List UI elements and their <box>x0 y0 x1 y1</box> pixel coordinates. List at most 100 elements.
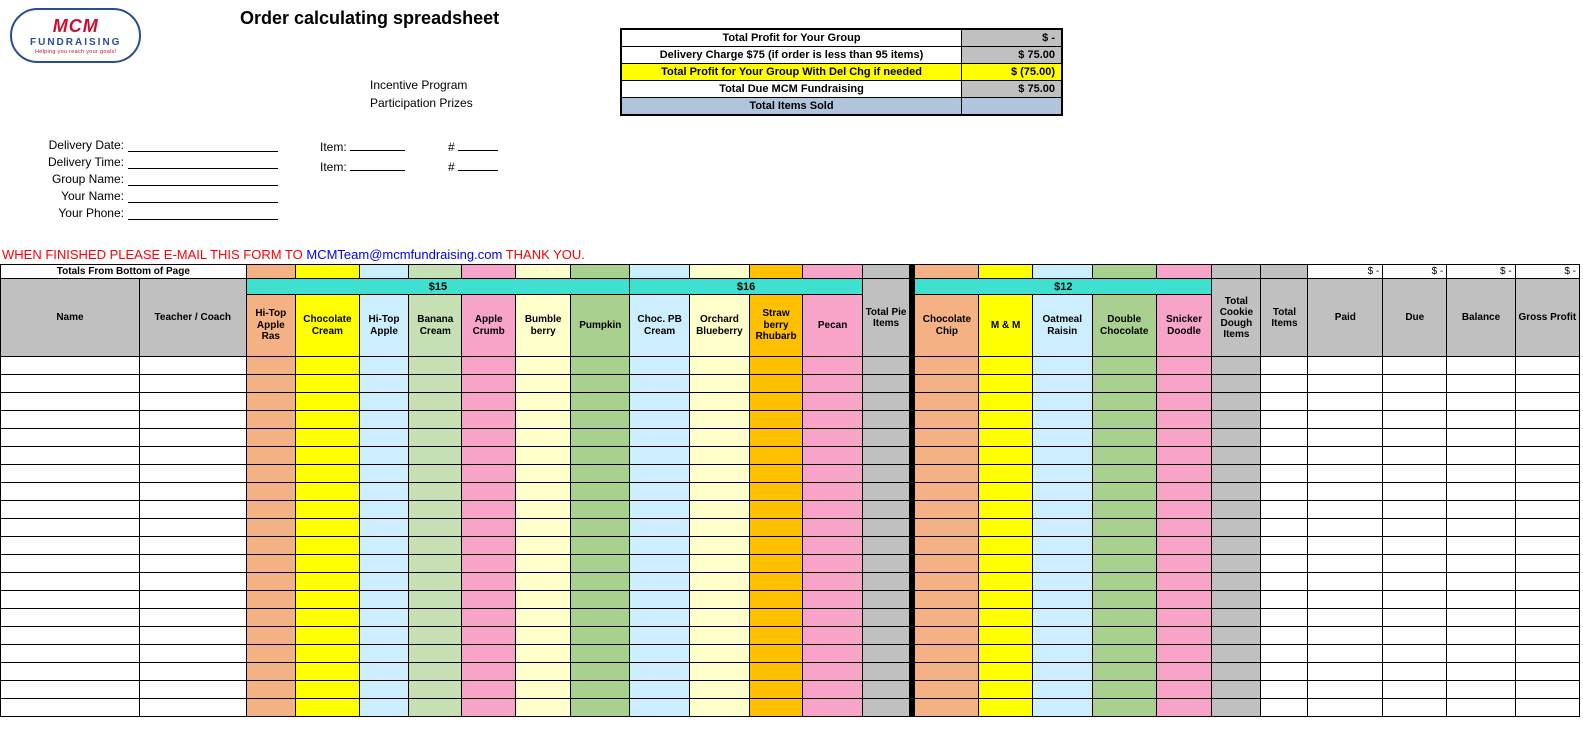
cell-chocpb[interactable] <box>630 357 690 375</box>
cell-pumpkin[interactable] <box>571 537 630 555</box>
cell-due[interactable] <box>1383 429 1447 447</box>
cell-hitopapple[interactable] <box>359 519 408 537</box>
cell-gross[interactable] <box>1515 591 1579 609</box>
cell-bumble[interactable] <box>515 645 571 663</box>
cell-name[interactable] <box>1 645 140 663</box>
cell-oatmeal[interactable] <box>1032 483 1092 501</box>
cell-totalitems[interactable] <box>1261 501 1308 519</box>
cell-teacher[interactable] <box>139 519 246 537</box>
cell-name[interactable] <box>1 573 140 591</box>
cell-oatmeal[interactable] <box>1032 429 1092 447</box>
cell-choccream[interactable] <box>295 375 359 393</box>
cell-orchard[interactable] <box>690 447 750 465</box>
cell-totalcookie[interactable] <box>1212 483 1261 501</box>
cell-teacher[interactable] <box>139 681 246 699</box>
input-hash-2[interactable] <box>458 158 498 171</box>
cell-straw[interactable] <box>749 663 802 681</box>
cell-hitopras[interactable] <box>246 555 295 573</box>
cell-straw[interactable] <box>749 627 802 645</box>
cell-banana[interactable] <box>409 663 462 681</box>
cell-paid[interactable] <box>1308 519 1383 537</box>
cell-pecan[interactable] <box>803 519 863 537</box>
cell-totalcookie[interactable] <box>1212 699 1261 717</box>
cell-mm[interactable] <box>979 537 1032 555</box>
cell-pecan[interactable] <box>803 699 863 717</box>
cell-hitopapple[interactable] <box>359 501 408 519</box>
cell-banana[interactable] <box>409 627 462 645</box>
cell-straw[interactable] <box>749 411 802 429</box>
cell-double[interactable] <box>1092 573 1156 591</box>
input-item-2[interactable] <box>350 158 405 171</box>
cell-pecan[interactable] <box>803 573 863 591</box>
cell-banana[interactable] <box>409 393 462 411</box>
cell-totalitems[interactable] <box>1261 357 1308 375</box>
cell-hitopras[interactable] <box>246 591 295 609</box>
cell-mm[interactable] <box>979 375 1032 393</box>
cell-due[interactable] <box>1383 681 1447 699</box>
cell-totalitems[interactable] <box>1261 663 1308 681</box>
cell-balance[interactable] <box>1447 591 1515 609</box>
cell-bumble[interactable] <box>515 411 571 429</box>
cell-mm[interactable] <box>979 519 1032 537</box>
cell-chocchip[interactable] <box>915 681 979 699</box>
cell-bumble[interactable] <box>515 555 571 573</box>
cell-oatmeal[interactable] <box>1032 609 1092 627</box>
cell-mm[interactable] <box>979 483 1032 501</box>
data-row[interactable] <box>1 447 1580 465</box>
cell-balance[interactable] <box>1447 645 1515 663</box>
cell-double[interactable] <box>1092 609 1156 627</box>
cell-mm[interactable] <box>979 501 1032 519</box>
cell-orchard[interactable] <box>690 681 750 699</box>
cell-snicker[interactable] <box>1156 609 1212 627</box>
cell-orchard[interactable] <box>690 465 750 483</box>
cell-straw[interactable] <box>749 537 802 555</box>
cell-gross[interactable] <box>1515 447 1579 465</box>
cell-straw[interactable] <box>749 465 802 483</box>
cell-totalcookie[interactable] <box>1212 591 1261 609</box>
cell-pumpkin[interactable] <box>571 555 630 573</box>
cell-chocpb[interactable] <box>630 645 690 663</box>
cell-choccream[interactable] <box>295 609 359 627</box>
cell-due[interactable] <box>1383 357 1447 375</box>
cell-orchard[interactable] <box>690 519 750 537</box>
cell-balance[interactable] <box>1447 663 1515 681</box>
cell-chocchip[interactable] <box>915 429 979 447</box>
cell-chocchip[interactable] <box>915 537 979 555</box>
cell-paid[interactable] <box>1308 375 1383 393</box>
cell-straw[interactable] <box>749 555 802 573</box>
cell-bumble[interactable] <box>515 447 571 465</box>
cell-pumpkin[interactable] <box>571 393 630 411</box>
cell-choccream[interactable] <box>295 537 359 555</box>
cell-bumble[interactable] <box>515 609 571 627</box>
cell-teacher[interactable] <box>139 411 246 429</box>
cell-totalitems[interactable] <box>1261 699 1308 717</box>
cell-totalitems[interactable] <box>1261 429 1308 447</box>
cell-oatmeal[interactable] <box>1032 591 1092 609</box>
cell-straw[interactable] <box>749 609 802 627</box>
cell-pecan[interactable] <box>803 537 863 555</box>
cell-banana[interactable] <box>409 465 462 483</box>
cell-balance[interactable] <box>1447 519 1515 537</box>
cell-totalitems[interactable] <box>1261 609 1308 627</box>
cell-pecan[interactable] <box>803 645 863 663</box>
cell-gross[interactable] <box>1515 429 1579 447</box>
cell-double[interactable] <box>1092 411 1156 429</box>
cell-pecan[interactable] <box>803 627 863 645</box>
cell-teacher[interactable] <box>139 537 246 555</box>
cell-pecan[interactable] <box>803 411 863 429</box>
cell-choccream[interactable] <box>295 573 359 591</box>
cell-balance[interactable] <box>1447 537 1515 555</box>
cell-banana[interactable] <box>409 573 462 591</box>
cell-bumble[interactable] <box>515 537 571 555</box>
cell-paid[interactable] <box>1308 483 1383 501</box>
cell-pecan[interactable] <box>803 663 863 681</box>
cell-due[interactable] <box>1383 519 1447 537</box>
cell-chocchip[interactable] <box>915 375 979 393</box>
cell-oatmeal[interactable] <box>1032 681 1092 699</box>
cell-snicker[interactable] <box>1156 663 1212 681</box>
data-row[interactable] <box>1 555 1580 573</box>
cell-totalcookie[interactable] <box>1212 429 1261 447</box>
cell-totalcookie[interactable] <box>1212 663 1261 681</box>
cell-choccream[interactable] <box>295 591 359 609</box>
cell-pumpkin[interactable] <box>571 645 630 663</box>
